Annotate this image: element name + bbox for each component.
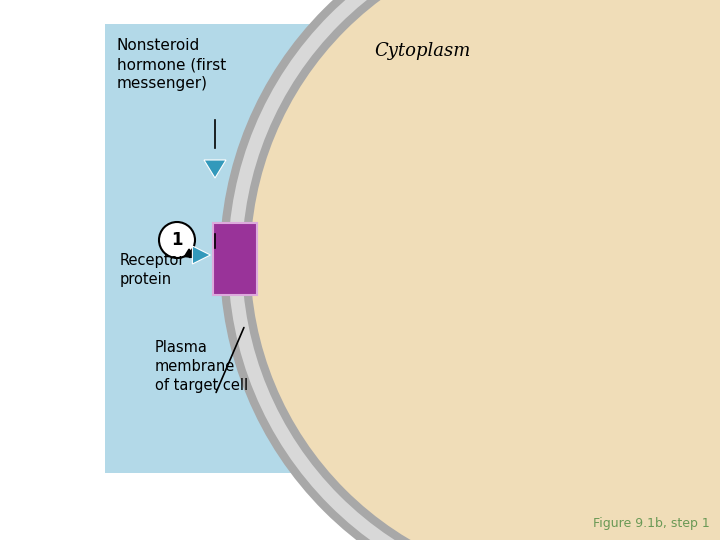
Text: Receptor
protein: Receptor protein [120,253,186,287]
Circle shape [235,0,720,540]
Text: Figure 9.1b, step 1: Figure 9.1b, step 1 [593,517,710,530]
Circle shape [159,222,195,258]
Text: Cytoplasm: Cytoplasm [374,42,471,60]
Bar [213,223,257,295]
Polygon shape [204,160,226,178]
Bar [105,24,623,473]
Text: Nonsteroid
hormone (first
messenger): Nonsteroid hormone (first messenger) [117,38,226,91]
Text: 1: 1 [171,231,183,249]
Polygon shape [192,246,210,264]
Text: Plasma
membrane
of target cell: Plasma membrane of target cell [155,340,248,394]
